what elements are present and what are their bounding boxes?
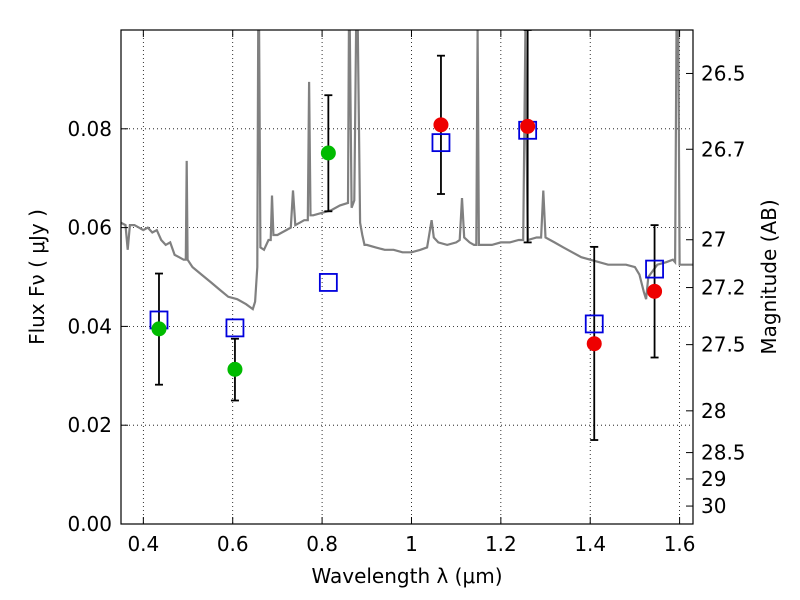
y2-tick-label: 26.7 — [701, 137, 746, 161]
x-tick-label: 0.6 — [217, 532, 249, 556]
y2-tick-label: 29 — [701, 467, 726, 491]
x-tick-label: 0.8 — [306, 532, 338, 556]
y2-tick-label: 26.5 — [701, 61, 746, 85]
observed-point-red — [433, 117, 449, 133]
model-square — [645, 259, 664, 279]
plot-frame — [120, 29, 694, 525]
x-tick-label: 0.4 — [127, 532, 159, 556]
y-tick-label: 0.08 — [67, 117, 112, 141]
spectrum-series — [121, 30, 693, 311]
x-tick-label: 1.4 — [574, 532, 606, 556]
observed-point-green — [320, 145, 336, 161]
x-tick-label: 1 — [405, 532, 418, 556]
x-tick-label: 1.6 — [664, 532, 696, 556]
x-tick-label: 1.2 — [485, 532, 517, 556]
y2-axis: 26.5 26.7 27 27.2 27.5 28 28.529 30 — [686, 61, 746, 518]
model-square — [431, 133, 451, 153]
y-axis: 0.00 0.02 0.04 0.06 0.08 — [67, 117, 128, 536]
x-axis-label: Wavelength λ (μm) — [311, 564, 502, 588]
y2-tick-label: 27.5 — [701, 333, 746, 357]
observed-point-green — [151, 321, 167, 337]
observed-points — [151, 117, 663, 377]
plot-background — [121, 30, 693, 524]
y2-tick-label: 27 — [701, 228, 726, 252]
y2-tick-label: 28.5 — [701, 441, 746, 465]
model-square — [318, 273, 338, 292]
y-tick-label: 0.02 — [67, 413, 112, 437]
y2-axis-label: Magnitude (AB) — [757, 199, 781, 354]
observed-point-red — [647, 283, 663, 299]
y-axis-label: Flux Fν ( μJy ) — [25, 209, 49, 345]
y2-tick-label: 27.2 — [701, 276, 746, 300]
y2-tick-label: 28 — [701, 399, 726, 423]
y-tick-label: 0.06 — [67, 216, 112, 240]
observed-point-red — [520, 118, 536, 134]
spectrum-line — [121, 30, 693, 311]
observed-point-red — [586, 336, 602, 352]
observed-point-green — [227, 361, 243, 377]
model-square — [225, 318, 245, 338]
y-tick-label: 0.04 — [67, 314, 112, 338]
y-tick-label: 0.00 — [67, 512, 112, 536]
y2-tick-label: 30 — [701, 494, 726, 518]
model-square — [584, 314, 604, 334]
x-axis: 0.4 0.6 0.8 1 1.2 1.4 1.6 — [127, 30, 696, 556]
